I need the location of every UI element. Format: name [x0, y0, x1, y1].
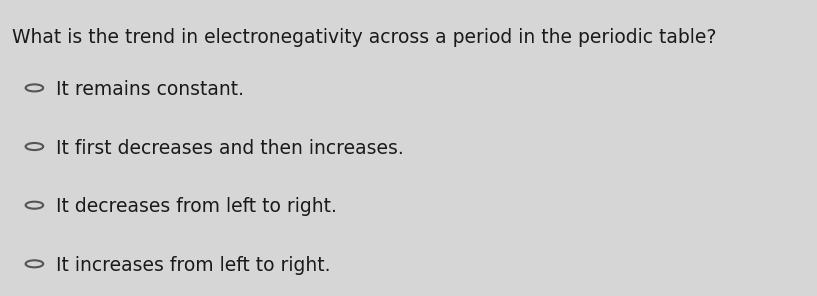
Text: What is the trend in electronegativity across a period in the periodic table?: What is the trend in electronegativity a… — [12, 28, 717, 47]
Text: It decreases from left to right.: It decreases from left to right. — [56, 197, 337, 216]
Text: It remains constant.: It remains constant. — [56, 80, 244, 99]
Text: It first decreases and then increases.: It first decreases and then increases. — [56, 139, 404, 157]
Text: It increases from left to right.: It increases from left to right. — [56, 256, 331, 275]
